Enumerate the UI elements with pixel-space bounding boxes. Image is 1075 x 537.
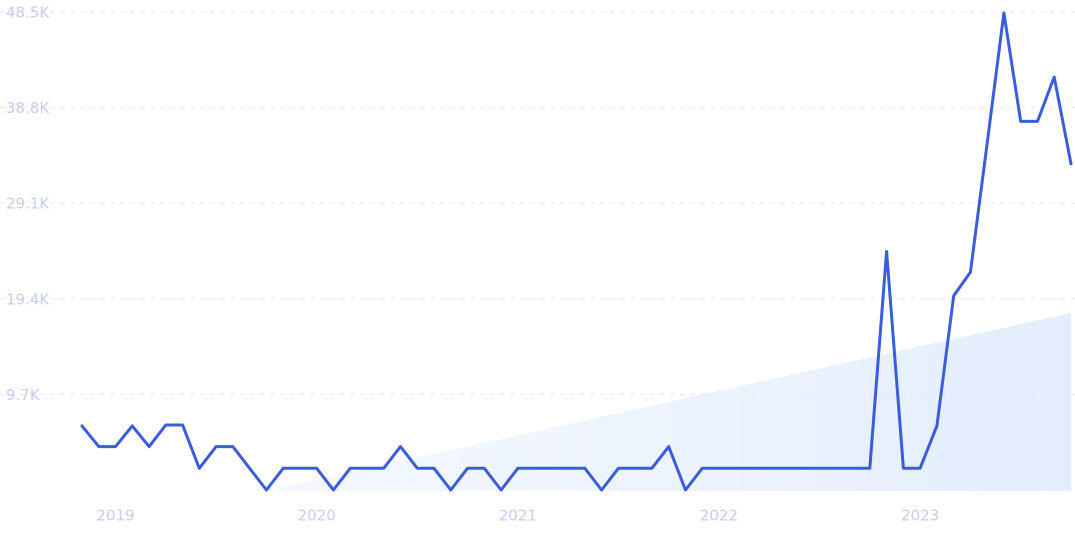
- y-tick-label: 48.5K: [6, 4, 50, 22]
- trend-area: [266, 313, 1071, 491]
- x-tick-label: 2019: [96, 507, 134, 525]
- y-tick-label: 19.4K: [6, 290, 50, 308]
- x-tick-label: 2022: [700, 507, 738, 525]
- line: [80, 11, 1073, 492]
- y-tick-label: 9.7K: [6, 386, 41, 404]
- x-tick-label: 2023: [901, 507, 939, 525]
- x-tick-label: 2021: [499, 507, 537, 525]
- y-tick-label: 38.8K: [6, 99, 50, 117]
- y-tick-label: 29.1K: [6, 195, 50, 213]
- x-tick-label: 2020: [298, 507, 336, 525]
